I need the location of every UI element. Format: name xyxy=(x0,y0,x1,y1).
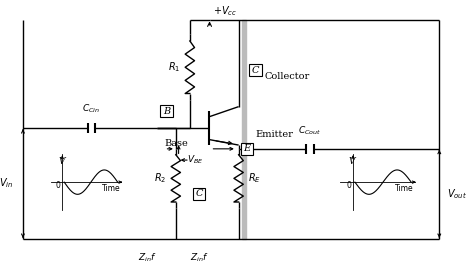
Text: V: V xyxy=(349,157,356,166)
FancyBboxPatch shape xyxy=(241,143,253,155)
Text: C: C xyxy=(195,189,203,198)
Text: $Z_{in}f$: $Z_{in}f$ xyxy=(138,252,157,265)
Text: Emitter: Emitter xyxy=(255,131,294,139)
Text: $R_1$: $R_1$ xyxy=(168,60,180,74)
Text: $V_{out}$: $V_{out}$ xyxy=(447,187,466,201)
Bar xyxy=(242,20,246,239)
Text: $R_E$: $R_E$ xyxy=(248,172,261,185)
Text: Time: Time xyxy=(102,184,121,193)
Text: $C_{Cout}$: $C_{Cout}$ xyxy=(298,124,322,137)
Text: $V_{BE}$: $V_{BE}$ xyxy=(187,154,204,166)
Text: $V_{in}$: $V_{in}$ xyxy=(0,177,14,191)
Text: Time: Time xyxy=(395,184,414,193)
Text: 0: 0 xyxy=(55,181,61,190)
FancyBboxPatch shape xyxy=(193,188,206,200)
Text: B: B xyxy=(163,107,170,116)
Text: Collector: Collector xyxy=(265,72,310,81)
Text: C: C xyxy=(252,66,259,75)
Text: $Z_{in}f$: $Z_{in}f$ xyxy=(190,252,209,265)
Text: $C_{Cin}$: $C_{Cin}$ xyxy=(82,103,100,115)
FancyBboxPatch shape xyxy=(249,64,261,76)
Text: V: V xyxy=(58,157,65,166)
Text: E: E xyxy=(244,144,251,153)
Text: $R_2$: $R_2$ xyxy=(154,172,166,185)
Text: 0: 0 xyxy=(346,181,351,190)
FancyBboxPatch shape xyxy=(160,105,172,117)
Text: $+V_{cc}$: $+V_{cc}$ xyxy=(213,5,238,18)
Text: Base: Base xyxy=(164,139,188,148)
